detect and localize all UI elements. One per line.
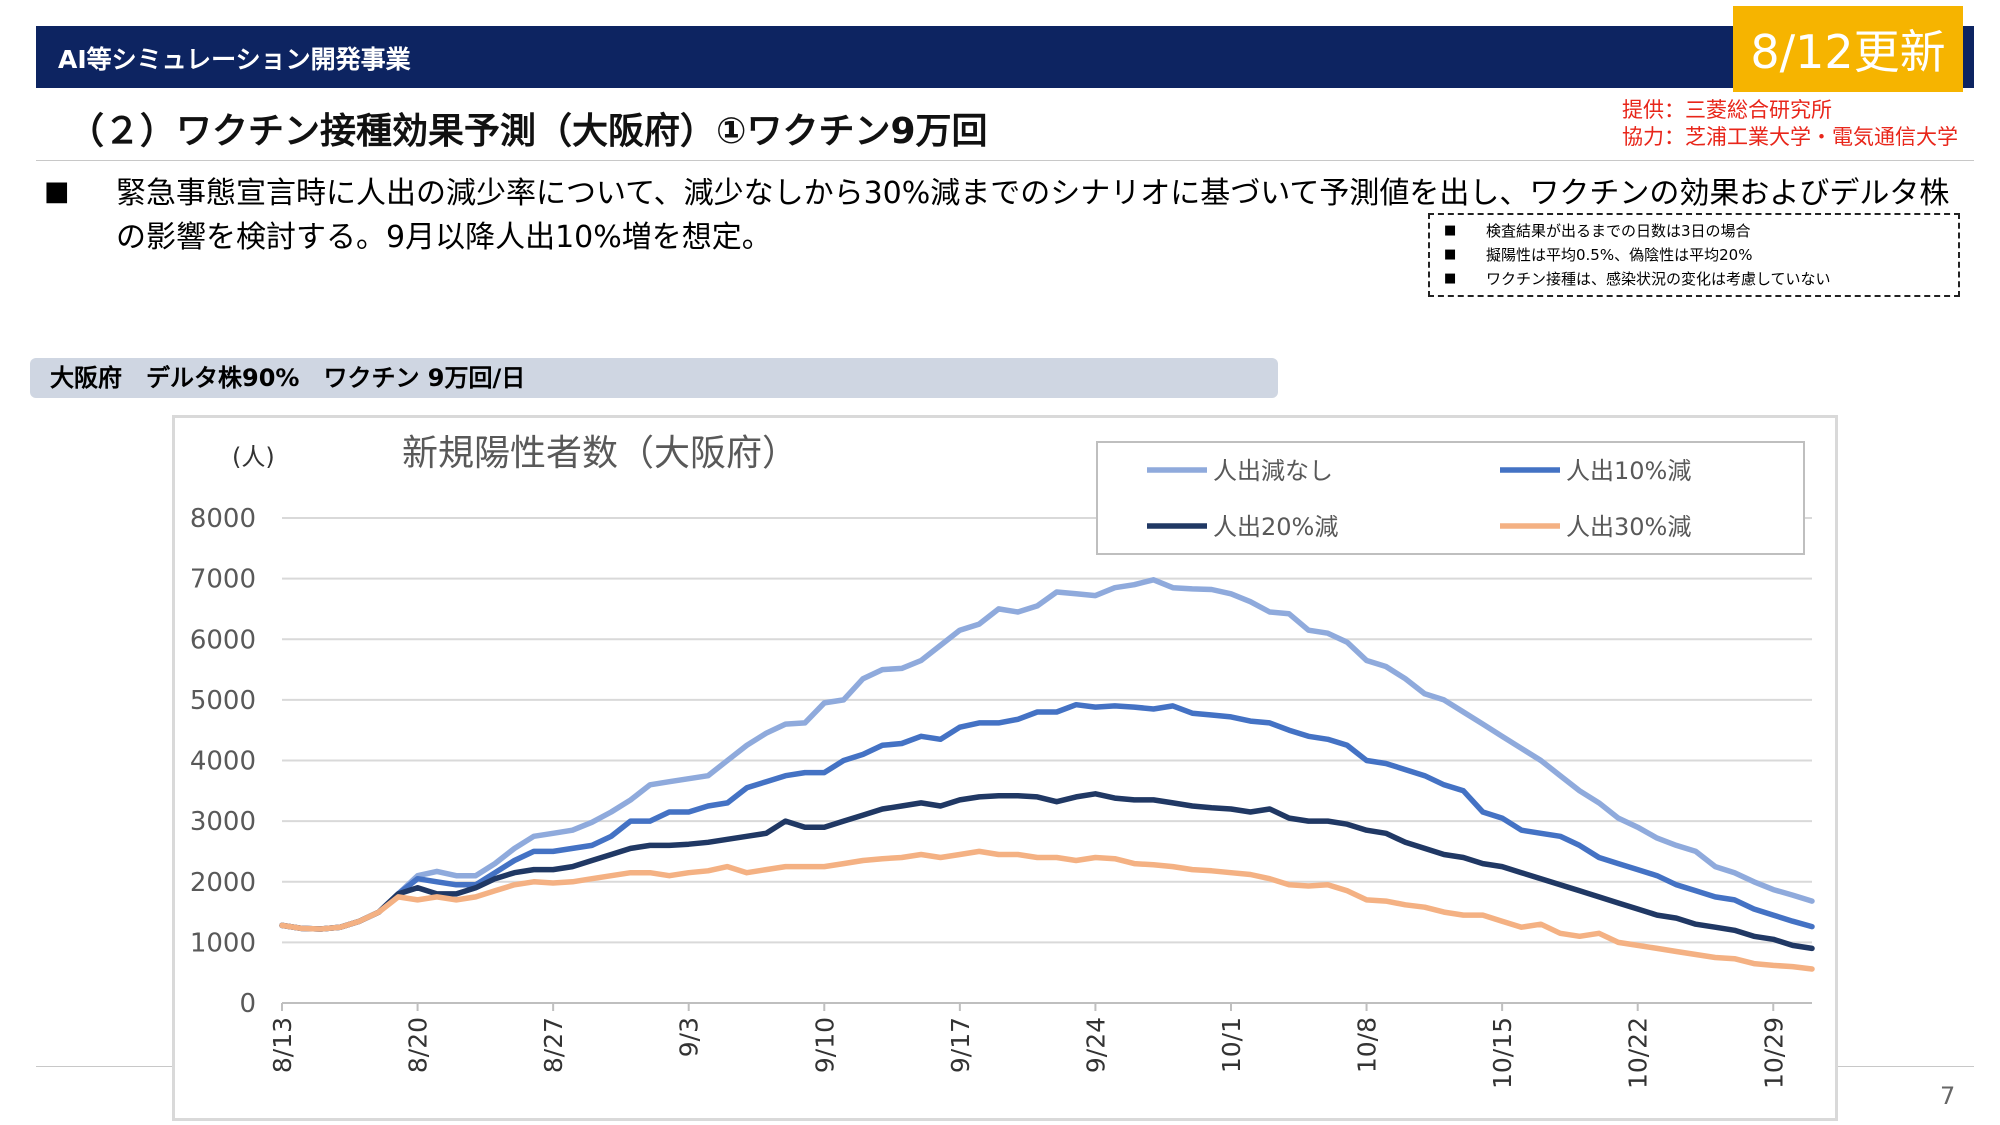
y-tick-label: 0	[239, 989, 256, 1019]
legend-label: 人出減なし	[1213, 457, 1333, 485]
y-tick-label: 2000	[190, 868, 256, 898]
note-text: 検査結果が出るまでの日数は3日の場合	[1486, 222, 1751, 240]
bullet-text: 緊急事態宣言時に人出の減少率について、減少なしから30%減までのシナリオに基づい…	[116, 176, 1950, 255]
title-divider	[36, 160, 1974, 161]
header-bar	[36, 26, 1974, 88]
series-line-3	[279, 791, 1815, 952]
series-line-4	[279, 848, 1815, 972]
note-item: ■ 擬陽性は平均0.5%、偽陰性は平均20%	[1444, 243, 1958, 267]
x-tick-label: 10/29	[1759, 1017, 1788, 1089]
credits-cooperation: 協力：芝浦工業大学・電気通信大学	[1622, 125, 1958, 149]
series-line-2	[279, 701, 1815, 932]
x-tick-label: 9/24	[1081, 1017, 1110, 1073]
note-marker: ■	[1444, 271, 1457, 286]
credits: 提供：三菱総合研究所 協力：芝浦工業大学・電気通信大学	[1622, 97, 1958, 151]
y-tick-label: 6000	[190, 625, 256, 655]
y-tick-label: 8000	[190, 504, 256, 534]
y-tick-label: 1000	[190, 928, 256, 958]
x-tick-label: 8/27	[539, 1017, 568, 1073]
x-tick-label: 10/8	[1353, 1017, 1382, 1073]
x-tick-label: 10/15	[1488, 1017, 1517, 1089]
series-line-1	[279, 577, 1815, 932]
x-tick-label: 10/22	[1624, 1017, 1653, 1089]
chart-title: 新規陽性者数（大阪府）	[402, 433, 798, 474]
note-marker: ■	[1444, 247, 1457, 262]
note-item: ■ ワクチン接種は、感染状況の変化は考慮していない	[1444, 267, 1958, 291]
header-title: AI等シミュレーション開発事業	[58, 45, 411, 74]
x-tick-label: 9/10	[810, 1017, 839, 1073]
y-axis-label: (人)	[232, 443, 275, 471]
x-tick-label: 9/3	[675, 1017, 704, 1057]
bullet-marker: ■	[44, 176, 70, 207]
legend-label: 人出30%減	[1566, 513, 1691, 541]
note-marker: ■	[1444, 223, 1457, 238]
footer-divider-right	[1838, 1066, 1974, 1067]
update-badge: 8/12更新	[1733, 6, 1963, 92]
x-tick-label: 9/17	[946, 1017, 975, 1073]
y-tick-label: 7000	[190, 565, 256, 595]
note-text: 擬陽性は平均0.5%、偽陰性は平均20%	[1486, 246, 1753, 264]
footer-divider-left	[36, 1066, 172, 1067]
note-item: ■ 検査結果が出るまでの日数は3日の場合	[1444, 219, 1958, 243]
page-number: 7	[1940, 1082, 1956, 1110]
x-tick-label: 8/13	[268, 1017, 297, 1073]
x-tick-label: 10/1	[1217, 1017, 1246, 1073]
page-title: （２）ワクチン接種効果予測（大阪府）①ワクチン9万回	[68, 111, 988, 152]
credits-provider: 提供：三菱総合研究所	[1622, 98, 1832, 122]
x-tick-label: 8/20	[404, 1017, 433, 1073]
y-tick-label: 3000	[190, 807, 256, 837]
legend-label: 人出20%減	[1213, 513, 1338, 541]
y-tick-label: 5000	[190, 686, 256, 716]
legend-label: 人出10%減	[1566, 457, 1691, 485]
note-text: ワクチン接種は、感染状況の変化は考慮していない	[1486, 270, 1831, 288]
y-tick-label: 4000	[190, 747, 256, 777]
line-chart: 新規陽性者数（大阪府） (人) 0 1000 2000 3000 4000 5000 600…	[190, 433, 1815, 1089]
section-label: 大阪府 デルタ株90% ワクチン 9万回/日	[30, 358, 1278, 398]
notes-box: ■ 検査結果が出るまでの日数は3日の場合 ■ 擬陽性は平均0.5%、偽陰性は平均…	[1428, 213, 1960, 297]
legend-box	[1096, 441, 1805, 555]
